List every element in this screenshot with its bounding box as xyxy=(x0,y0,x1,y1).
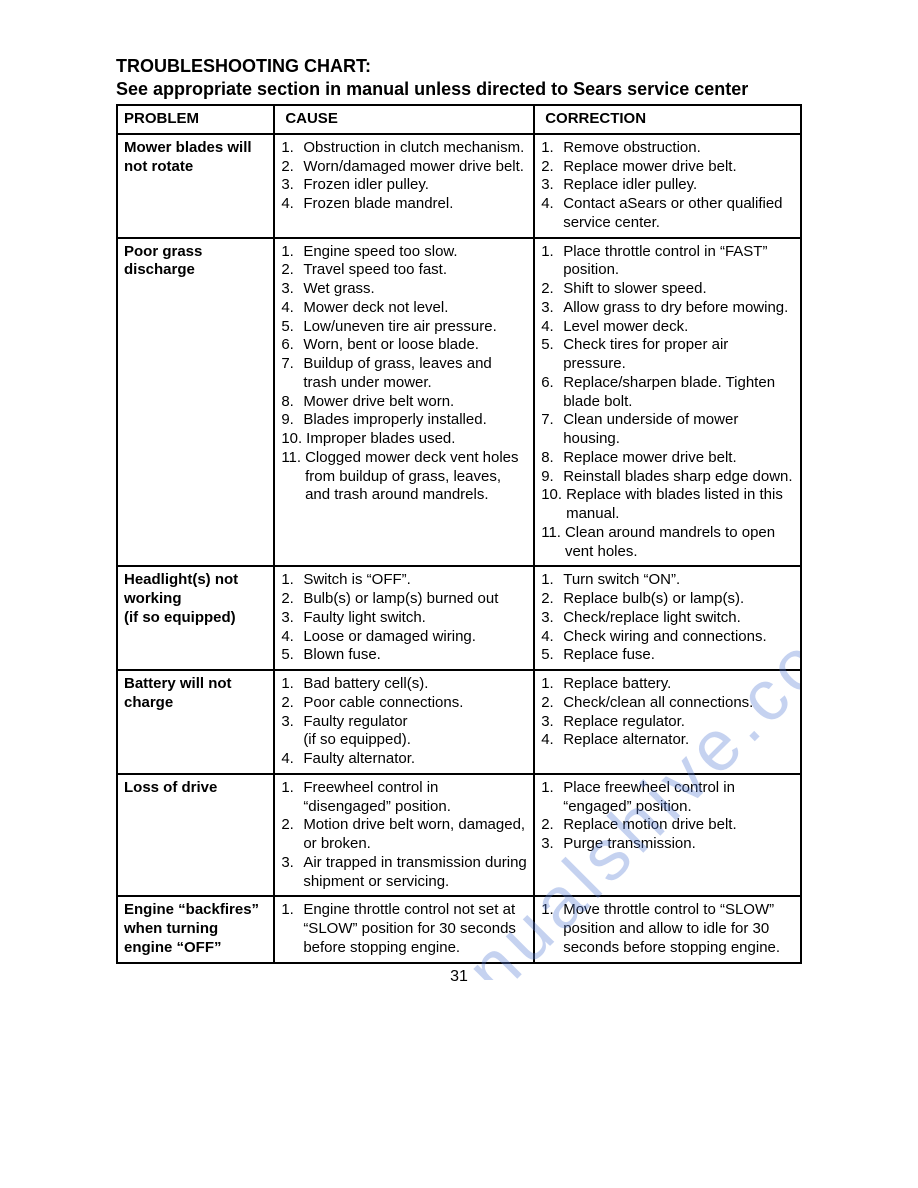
list-item: 3.Replace idler pulley. xyxy=(541,176,794,195)
list-item: 3.Allow grass to dry before mowing. xyxy=(541,299,794,318)
header-problem: PROBLEM xyxy=(117,105,274,134)
list-item: 4.Level mower deck. xyxy=(541,318,794,337)
cause-cell: 1.Engine speed too slow.2.Travel speed t… xyxy=(274,238,534,567)
list-item: 10.Replace with blades listed in this ma… xyxy=(541,486,794,524)
list-item: 1.Replace battery. xyxy=(541,675,794,694)
list-item: 4.Frozen blade mandrel. xyxy=(281,195,527,214)
list-item: 2.Replace motion drive belt. xyxy=(541,816,794,835)
table-row: Loss of drive1.Freewheel control in “dis… xyxy=(117,774,801,897)
list-item: 11.Clogged mower deck vent holes from bu… xyxy=(281,449,527,505)
list-item: 1.Move throttle control to “SLOW” positi… xyxy=(541,901,794,957)
problem-cell: Headlight(s) not working(if so equipped) xyxy=(117,566,274,670)
list-item: 7.Clean underside of mower housing. xyxy=(541,411,794,449)
list-item: 2.Poor cable connections. xyxy=(281,694,527,713)
list-item: 5.Replace fuse. xyxy=(541,646,794,665)
table-row: Poor grass discharge1.Engine speed too s… xyxy=(117,238,801,567)
list-item: 1.Place freewheel control in “engaged” p… xyxy=(541,779,794,817)
list-item: 4.Check wiring and connections. xyxy=(541,628,794,647)
list-item: 9.Reinstall blades sharp edge down. xyxy=(541,468,794,487)
list-item: 3.Air trapped in transmission during shi… xyxy=(281,854,527,892)
list-item: 1.Bad battery cell(s). xyxy=(281,675,527,694)
list-item: 5.Check tires for proper air pressure. xyxy=(541,336,794,374)
list-item: 1.Freewheel control in “disengaged” posi… xyxy=(281,779,527,817)
list-item: 4.Mower deck not level. xyxy=(281,299,527,318)
list-item: 3.Purge transmission. xyxy=(541,835,794,854)
list-item: 2.Motion drive belt worn, damaged, or br… xyxy=(281,816,527,854)
list-item: 1.Obstruction in clutch mechanism. xyxy=(281,139,527,158)
header-correction: CORRECTION xyxy=(534,105,801,134)
page-subtitle: See appropriate section in manual unless… xyxy=(116,79,802,100)
page-title: TROUBLESHOOTING CHART: xyxy=(116,56,802,77)
page-number: 31 xyxy=(116,968,802,986)
list-item: 5.Blown fuse. xyxy=(281,646,527,665)
list-item: 4.Replace alternator. xyxy=(541,731,794,750)
correction-cell: 1.Place throttle control in “FAST” posit… xyxy=(534,238,801,567)
list-item: 3.Wet grass. xyxy=(281,280,527,299)
list-item: 6.Replace/sharpen blade. Tighten blade b… xyxy=(541,374,794,412)
list-item: 8.Replace mower drive belt. xyxy=(541,449,794,468)
list-item: 1.Engine speed too slow. xyxy=(281,243,527,262)
problem-cell: Poor grass discharge xyxy=(117,238,274,567)
list-item: 1.Engine throttle control not set at “SL… xyxy=(281,901,527,957)
correction-cell: 1.Turn switch “ON”.2.Replace bulb(s) or … xyxy=(534,566,801,670)
list-item: 6.Worn, bent or loose blade. xyxy=(281,336,527,355)
table-row: Battery will not charge1.Bad battery cel… xyxy=(117,670,801,774)
cause-cell: 1.Bad battery cell(s).2.Poor cable conne… xyxy=(274,670,534,774)
problem-cell: Loss of drive xyxy=(117,774,274,897)
list-item: 1.Turn switch “ON”. xyxy=(541,571,794,590)
table-row: Headlight(s) not working(if so equipped)… xyxy=(117,566,801,670)
list-item: 1.Place throttle control in “FAST” posit… xyxy=(541,243,794,281)
cause-cell: 1.Engine throttle control not set at “SL… xyxy=(274,896,534,962)
correction-cell: 1.Remove obstruction.2.Replace mower dri… xyxy=(534,134,801,238)
list-item: 3.Frozen idler pulley. xyxy=(281,176,527,195)
list-item: 10.Improper blades used. xyxy=(281,430,527,449)
table-header-row: PROBLEM CAUSE CORRECTION xyxy=(117,105,801,134)
header-cause: CAUSE xyxy=(274,105,534,134)
list-item: 2.Bulb(s) or lamp(s) burned out xyxy=(281,590,527,609)
list-item: 1.Switch is “OFF”. xyxy=(281,571,527,590)
list-item: 1.Remove obstruction. xyxy=(541,139,794,158)
problem-cell: Mower blades will not rotate xyxy=(117,134,274,238)
cause-cell: 1.Switch is “OFF”.2.Bulb(s) or lamp(s) b… xyxy=(274,566,534,670)
list-item: 8.Mower drive belt worn. xyxy=(281,393,527,412)
list-item: 3.Faulty light switch. xyxy=(281,609,527,628)
problem-cell: Engine “backfires” when turning engine “… xyxy=(117,896,274,962)
list-item: 2.Shift to slower speed. xyxy=(541,280,794,299)
list-item: 2.Check/clean all connections. xyxy=(541,694,794,713)
problem-cell: Battery will not charge xyxy=(117,670,274,774)
correction-cell: 1.Replace battery.2.Check/clean all conn… xyxy=(534,670,801,774)
correction-cell: 1.Place freewheel control in “engaged” p… xyxy=(534,774,801,897)
cause-cell: 1.Freewheel control in “disengaged” posi… xyxy=(274,774,534,897)
list-item: 3.Faulty regulator(if so equipped). xyxy=(281,713,527,751)
correction-cell: 1.Move throttle control to “SLOW” positi… xyxy=(534,896,801,962)
list-item: 2.Replace mower drive belt. xyxy=(541,158,794,177)
table-row: Engine “backfires” when turning engine “… xyxy=(117,896,801,962)
cause-cell: 1.Obstruction in clutch mechanism.2.Worn… xyxy=(274,134,534,238)
list-item: 3.Check/replace light switch. xyxy=(541,609,794,628)
list-item: 2.Worn/damaged mower drive belt. xyxy=(281,158,527,177)
list-item: 5.Low/uneven tire air pressure. xyxy=(281,318,527,337)
list-item: 9.Blades improperly installed. xyxy=(281,411,527,430)
table-row: Mower blades will not rotate1.Obstructio… xyxy=(117,134,801,238)
list-item: 4.Faulty alternator. xyxy=(281,750,527,769)
troubleshooting-table: PROBLEM CAUSE CORRECTION Mower blades wi… xyxy=(116,104,802,964)
list-item: 2.Travel speed too fast. xyxy=(281,261,527,280)
list-item: 4.Loose or damaged wiring. xyxy=(281,628,527,647)
list-item: 4.Contact aSears or other qualified serv… xyxy=(541,195,794,233)
list-item: 11.Clean around mandrels to open vent ho… xyxy=(541,524,794,562)
list-item: 3.Replace regulator. xyxy=(541,713,794,732)
list-item: 2.Replace bulb(s) or lamp(s). xyxy=(541,590,794,609)
list-item: 7.Buildup of grass, leaves and trash und… xyxy=(281,355,527,393)
